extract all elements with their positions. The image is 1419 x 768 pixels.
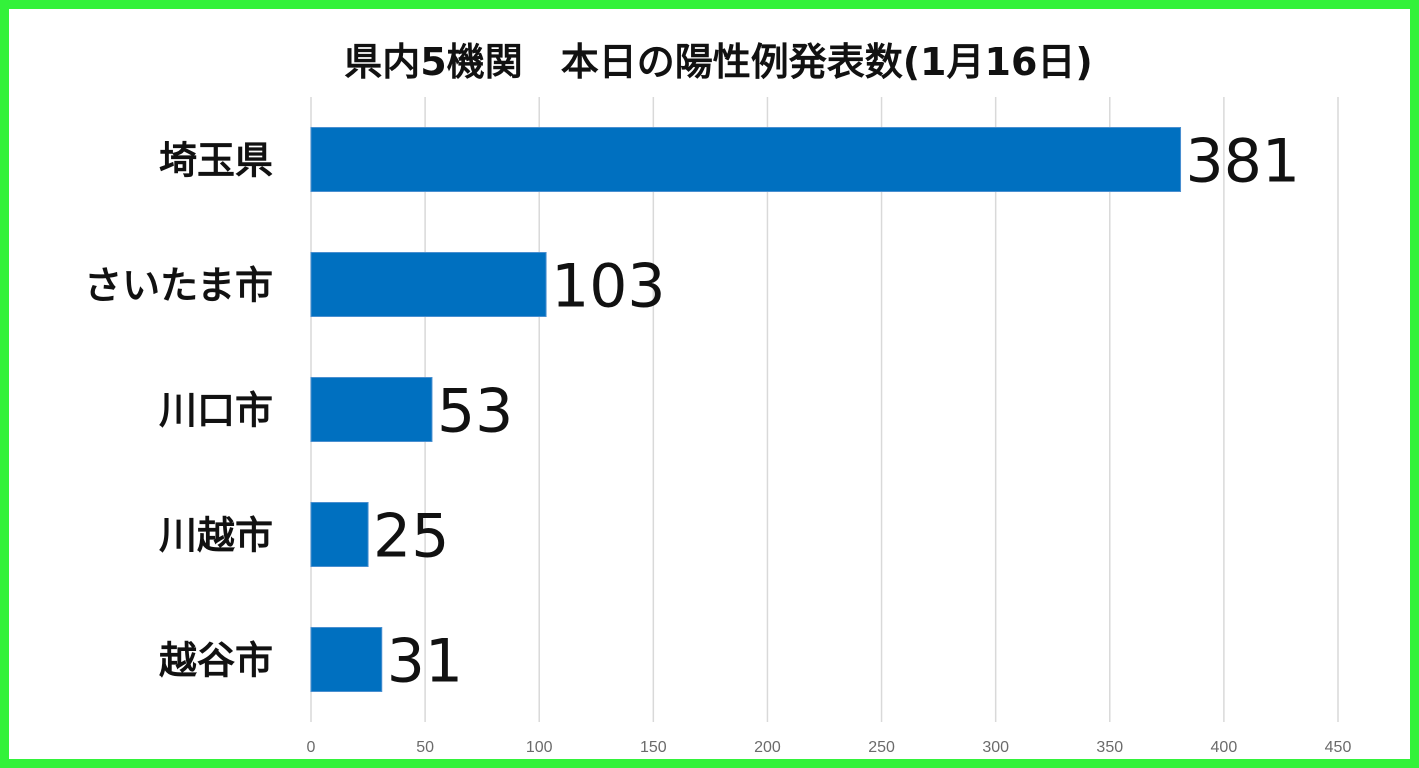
data-label: 53 xyxy=(437,377,513,447)
bars xyxy=(310,127,1182,692)
x-tick-label: 250 xyxy=(868,739,895,756)
bar-0 xyxy=(310,127,1182,192)
x-tick-label: 50 xyxy=(416,739,434,756)
x-tick-label: 100 xyxy=(526,739,553,756)
category-label: 川口市 xyxy=(159,389,273,433)
bar-2 xyxy=(310,377,433,442)
x-tick-label: 400 xyxy=(1211,739,1238,756)
x-axis-ticks: 0 50 100 150 200 250 300 350 400 450 xyxy=(307,739,1352,756)
chart-title: 県内5機関 本日の陽性例発表数(1月16日) xyxy=(344,40,1093,84)
category-label: 越谷市 xyxy=(159,639,273,683)
category-label: 川越市 xyxy=(159,514,273,558)
x-tick-label: 350 xyxy=(1096,739,1123,756)
category-label: 埼玉県 xyxy=(159,139,273,183)
data-labels: 381 103 53 25 31 xyxy=(373,127,1300,697)
bar-3 xyxy=(310,502,369,567)
category-label: さいたま市 xyxy=(84,264,273,308)
bar-4 xyxy=(310,627,383,692)
x-tick-label: 300 xyxy=(982,739,1009,756)
data-label: 31 xyxy=(387,627,463,697)
bar-1 xyxy=(310,252,547,317)
x-tick-label: 0 xyxy=(307,739,316,756)
data-label: 381 xyxy=(1186,127,1301,197)
data-label: 103 xyxy=(551,252,666,322)
gridlines xyxy=(310,97,1339,722)
x-tick-label: 450 xyxy=(1325,739,1352,756)
x-tick-label: 200 xyxy=(754,739,781,756)
x-tick-label: 150 xyxy=(640,739,667,756)
data-label: 25 xyxy=(373,502,449,572)
